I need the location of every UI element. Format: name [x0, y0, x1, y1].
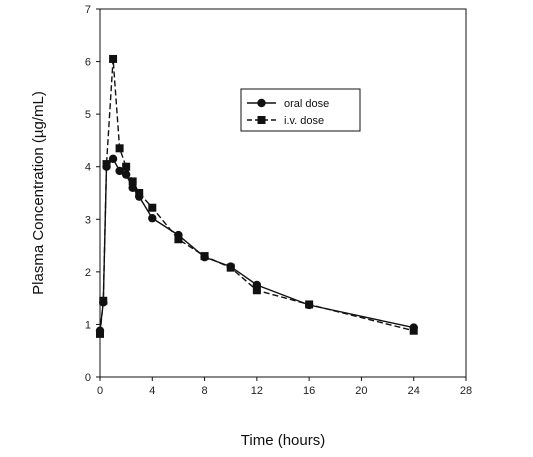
x-tick-label: 0	[97, 385, 103, 397]
data-point-i-v-dose	[109, 54, 118, 63]
data-point-i-v-dose	[305, 300, 314, 309]
legend-label-oral-dose: oral dose	[284, 98, 329, 110]
data-point-i-v-dose	[135, 189, 144, 197]
x-axis-title: Time (hours)	[241, 432, 325, 449]
y-tick-label: 4	[85, 162, 91, 174]
data-point-oral-dose	[108, 154, 118, 164]
data-point-i-v-dose	[122, 162, 131, 171]
y-tick-label: 0	[85, 372, 91, 384]
x-tick-label: 8	[202, 385, 208, 397]
x-tick-label: 16	[303, 385, 315, 397]
data-point-i-v-dose	[226, 263, 235, 272]
legend-label-iv-dose: i.v. dose	[284, 115, 324, 127]
data-point-i-v-dose	[102, 160, 111, 169]
legend: oral dose i.v. dose	[240, 88, 361, 132]
data-point-oral-dose	[128, 183, 137, 192]
y-tick-label: 6	[85, 57, 91, 69]
x-tick-label: 12	[251, 385, 263, 397]
data-point-i-v-dose	[200, 252, 209, 261]
data-point-oral-dose	[121, 170, 131, 179]
y-tick-label: 2	[85, 267, 91, 279]
data-point-i-v-dose	[99, 296, 108, 305]
data-point-i-v-dose	[409, 326, 418, 335]
legend-marker-iv-dose	[257, 116, 266, 124]
data-point-i-v-dose	[96, 329, 104, 338]
series-markers	[95, 54, 418, 338]
data-point-oral-dose	[115, 166, 124, 176]
y-tick-label: 5	[85, 109, 91, 121]
data-point-oral-dose	[148, 214, 157, 223]
legend-marker-oral-dose	[257, 98, 266, 108]
data-point-i-v-dose	[174, 235, 183, 244]
data-point-i-v-dose	[128, 177, 137, 186]
x-tick-label: 4	[149, 385, 155, 397]
data-point-i-v-dose	[252, 286, 261, 295]
x-tick-label: 28	[460, 385, 472, 397]
x-tick-label: 20	[355, 385, 367, 397]
data-point-i-v-dose	[148, 203, 157, 212]
y-tick-label: 3	[85, 214, 91, 226]
data-point-i-v-dose	[115, 144, 124, 153]
y-tick-label: 7	[85, 4, 91, 16]
x-tick-label: 24	[408, 385, 420, 397]
plot-frame	[99, 8, 467, 378]
series-line-oral-dose	[99, 157, 414, 331]
y-axis-title: Plasma Concentration (µg/mL)	[30, 91, 47, 295]
y-tick-label: 1	[85, 319, 91, 331]
